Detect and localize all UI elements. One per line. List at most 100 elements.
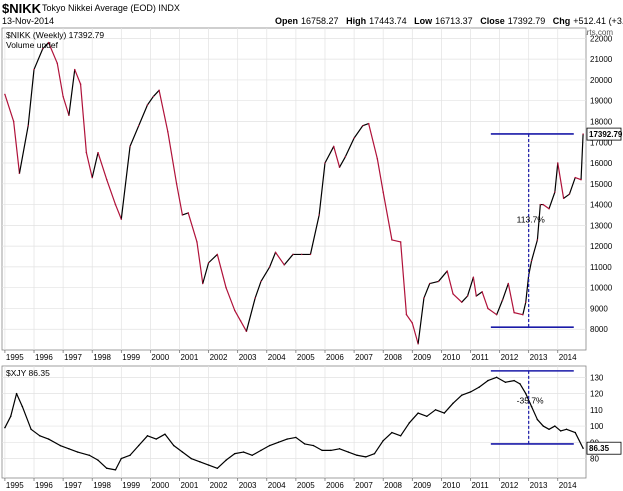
series-segment [568, 176, 576, 195]
x-tick-label: 1996 [35, 481, 53, 490]
y-tick-label: 110 [590, 406, 603, 415]
series-segment [554, 425, 562, 432]
data-point [525, 392, 527, 395]
y-tick-label: 14000 [590, 201, 613, 210]
series-segment [481, 291, 489, 310]
series-segment [528, 260, 533, 276]
series-segment [513, 312, 524, 316]
x-tick-label: 2014 [559, 481, 577, 490]
series-segment [181, 212, 189, 216]
symbol-title: $NIKK [2, 1, 42, 16]
series-segment [580, 133, 584, 181]
series-segment [548, 191, 556, 210]
series-segment [254, 280, 262, 299]
data-point [269, 266, 271, 268]
series-segment [286, 436, 297, 440]
data-point [362, 124, 364, 127]
data-point [338, 166, 341, 168]
series-segment [507, 282, 515, 314]
plot-area [1, 27, 587, 351]
series-segment [542, 203, 550, 210]
series-segment [175, 183, 184, 216]
data-point [260, 280, 262, 283]
data-point [27, 124, 29, 127]
series-segment [33, 48, 44, 71]
series-segment [251, 449, 262, 456]
data-point [30, 428, 32, 431]
y-tick-label: 80 [590, 455, 599, 464]
percent-change-label: 113.7% [517, 215, 546, 225]
data-point [277, 441, 280, 443]
series-segment [21, 405, 32, 430]
data-point [129, 454, 131, 456]
xjy-panel: 8090100110120130199519961997199819992000… [1, 365, 622, 490]
series-segment [4, 415, 12, 429]
series-segment [68, 68, 76, 116]
series-segment [496, 376, 506, 383]
series-segment [362, 122, 370, 127]
series-segment [338, 156, 346, 168]
series-segment [417, 297, 425, 345]
series-segment [199, 461, 210, 466]
data-point [391, 431, 393, 434]
series-segment [429, 280, 440, 285]
series-segment [216, 253, 227, 289]
series-segment [79, 83, 87, 154]
data-point [97, 459, 99, 461]
series-segment [207, 464, 218, 469]
x-tick-label: 2003 [239, 353, 257, 362]
series-segment [158, 89, 169, 133]
data-point [391, 239, 393, 241]
data-point [405, 313, 408, 316]
series-segment [426, 409, 437, 417]
data-point [434, 409, 437, 411]
series-segment [234, 451, 245, 455]
data-point [120, 218, 123, 220]
index-full-name: Tokyo Nikkei Average (EOD) [42, 3, 156, 13]
series-segment [353, 125, 364, 139]
series-segment [27, 68, 35, 127]
series-segment [461, 391, 472, 396]
series-segment [42, 41, 50, 50]
data-point [574, 176, 576, 179]
data-point [129, 145, 131, 148]
data-point [260, 449, 262, 452]
data-point [443, 412, 445, 414]
series-segment [269, 441, 280, 447]
series-segment [382, 191, 393, 241]
data-point [525, 301, 527, 303]
y-tick-label: 130 [590, 373, 604, 382]
x-tick-label: 2003 [239, 481, 257, 490]
data-point [68, 448, 70, 450]
series-segment [91, 152, 99, 179]
data-point [487, 307, 489, 310]
x-tick-label: 2013 [530, 353, 548, 362]
y-tick-label: 9000 [590, 304, 608, 313]
data-point [242, 451, 245, 453]
high-label: High [346, 16, 367, 26]
data-point [565, 428, 568, 431]
series-segment [330, 448, 341, 452]
last-value-box [586, 127, 622, 141]
data-point [15, 392, 18, 395]
x-tick-label: 2012 [501, 481, 519, 490]
series-segment [260, 266, 271, 283]
x-tick-label: 2007 [355, 353, 373, 362]
x-tick-label: 2006 [326, 481, 344, 490]
x-tick-label: 1997 [64, 481, 82, 490]
series-segment [557, 162, 565, 199]
series-segment [423, 282, 431, 299]
series-segment [106, 179, 117, 206]
data-point [382, 191, 384, 193]
data-point [47, 41, 50, 44]
data-point [557, 162, 559, 164]
series-segment [525, 392, 533, 408]
x-tick-label: 2012 [501, 353, 519, 362]
series-segment [85, 152, 93, 179]
series-segment [530, 239, 539, 262]
series-segment [4, 93, 15, 123]
data-point [446, 270, 448, 272]
data-point [56, 62, 58, 65]
series-segment [391, 431, 402, 437]
data-point [318, 214, 320, 216]
